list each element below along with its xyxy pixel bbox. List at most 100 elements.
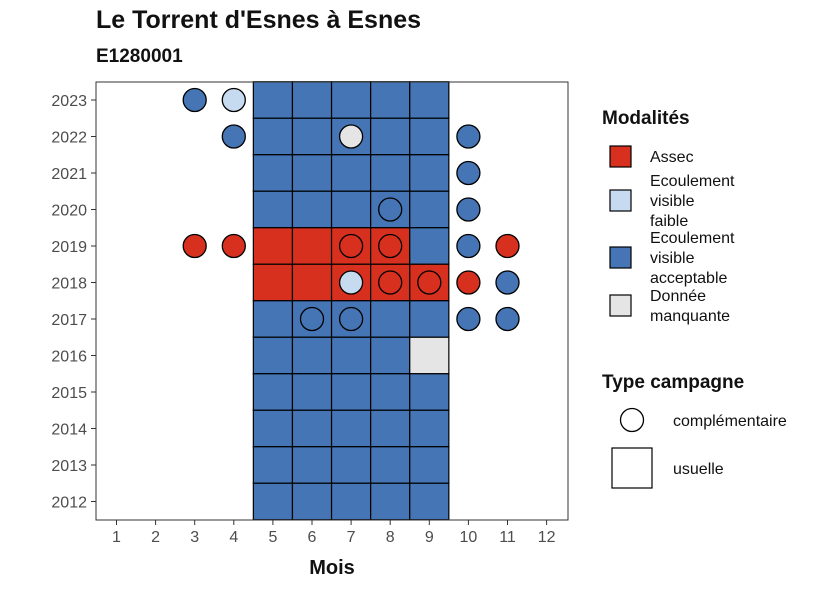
point-complementaire <box>338 270 364 295</box>
tile-usuelle <box>252 409 294 448</box>
point-complementaire <box>221 87 246 113</box>
legend-title-modalites: Modalités <box>602 108 690 129</box>
tile-usuelle <box>291 409 333 448</box>
tile-usuelle <box>252 154 294 192</box>
tile-usuelle <box>370 300 411 338</box>
x-tick-label: 11 <box>499 529 516 546</box>
tile-usuelle <box>409 373 450 411</box>
tile-usuelle <box>330 409 372 448</box>
tile-usuelle <box>370 154 411 192</box>
tile-usuelle <box>409 482 450 521</box>
y-tick-label: 2023 <box>51 93 87 110</box>
legend-key-label: Assec <box>650 149 694 166</box>
x-tick-label: 12 <box>538 529 556 546</box>
x-tick-label: 1 <box>112 529 121 546</box>
x-tick-label: 5 <box>268 529 277 546</box>
y-tick-label: 2016 <box>51 349 87 366</box>
legend-type-label: complémentaire <box>673 413 787 430</box>
x-tick-label: 9 <box>425 529 434 546</box>
legend-key-swatch <box>609 294 632 317</box>
tile-usuelle <box>409 446 450 484</box>
point-complementaire <box>495 233 520 259</box>
point-complementaire <box>182 233 207 259</box>
legend-key-swatch <box>609 246 632 269</box>
tile-usuelle <box>370 117 411 156</box>
point-complementaire <box>378 197 403 222</box>
tile-usuelle <box>409 117 450 156</box>
point-complementaire <box>221 233 246 259</box>
tile-usuelle <box>409 300 450 338</box>
point-complementaire <box>495 306 520 332</box>
point-complementaire <box>456 197 481 222</box>
legend-key-swatch <box>609 145 632 168</box>
tile-usuelle <box>291 446 333 484</box>
tile-usuelle <box>370 482 411 521</box>
x-tick-label: 3 <box>190 529 199 546</box>
tile-usuelle <box>252 373 294 411</box>
plot-border <box>95 81 569 521</box>
tile-usuelle <box>330 190 372 229</box>
y-tick-label: 2018 <box>51 276 87 293</box>
point-complementaire <box>378 270 403 295</box>
tile-usuelle <box>252 300 294 338</box>
tile-usuelle <box>291 227 333 265</box>
y-tick-label: 2021 <box>51 166 87 183</box>
y-tick-label: 2020 <box>51 203 87 220</box>
tile-usuelle <box>252 81 294 119</box>
y-tick-label: 2022 <box>51 130 87 147</box>
tile-usuelle <box>252 482 294 521</box>
tile-usuelle <box>409 227 450 265</box>
tile-usuelle <box>291 263 333 302</box>
tile-usuelle <box>370 373 411 411</box>
tile-usuelle <box>252 190 294 229</box>
x-tick-label: 10 <box>460 529 478 546</box>
point-complementaire <box>299 306 325 332</box>
point-complementaire <box>221 124 246 149</box>
tile-usuelle <box>291 190 333 229</box>
x-tick-label: 4 <box>229 529 238 546</box>
tile-usuelle <box>330 482 372 521</box>
point-complementaire <box>417 270 442 295</box>
tile-usuelle <box>252 227 294 265</box>
tile-usuelle <box>330 154 372 192</box>
tile-usuelle <box>370 446 411 484</box>
tile-usuelle <box>252 336 294 375</box>
x-tick-label: 6 <box>308 529 317 546</box>
tile-usuelle <box>330 446 372 484</box>
point-complementaire <box>456 124 481 149</box>
tile-usuelle <box>291 482 333 521</box>
legend-type-label: usuelle <box>673 461 724 478</box>
tile-usuelle <box>370 81 411 119</box>
tile-usuelle <box>370 336 411 375</box>
y-tick-label: 2012 <box>51 495 87 512</box>
tile-usuelle <box>252 263 294 302</box>
chart-title: Le Torrent d'Esnes à Esnes <box>96 6 422 34</box>
point-complementaire <box>338 233 364 259</box>
y-tick-label: 2017 <box>51 312 87 329</box>
legend-key-label: faible <box>650 213 688 230</box>
legend-key-label: visible <box>650 250 695 267</box>
point-complementaire <box>456 306 481 332</box>
tile-usuelle <box>409 336 450 375</box>
legend-key-label: manquante <box>650 308 730 325</box>
tile-usuelle <box>330 336 372 375</box>
tile-usuelle <box>291 336 333 375</box>
tile-usuelle <box>252 117 294 156</box>
point-complementaire <box>495 270 520 295</box>
point-complementaire <box>456 160 481 186</box>
legend-circle-symbol <box>619 407 645 433</box>
legend-title-type: Type campagne <box>602 372 744 393</box>
tile-usuelle <box>409 154 450 192</box>
tile-usuelle <box>291 154 333 192</box>
tile-usuelle <box>409 190 450 229</box>
y-tick-label: 2014 <box>51 422 87 439</box>
legend-key-swatch <box>609 189 632 212</box>
legend-square-symbol <box>611 447 653 489</box>
legend-key-label: Ecoulement <box>650 173 735 190</box>
x-tick-label: 2 <box>151 529 160 546</box>
tile-usuelle <box>291 373 333 411</box>
tile-usuelle <box>370 409 411 448</box>
x-axis-title: Mois <box>309 557 355 579</box>
tile-usuelle <box>291 81 333 119</box>
